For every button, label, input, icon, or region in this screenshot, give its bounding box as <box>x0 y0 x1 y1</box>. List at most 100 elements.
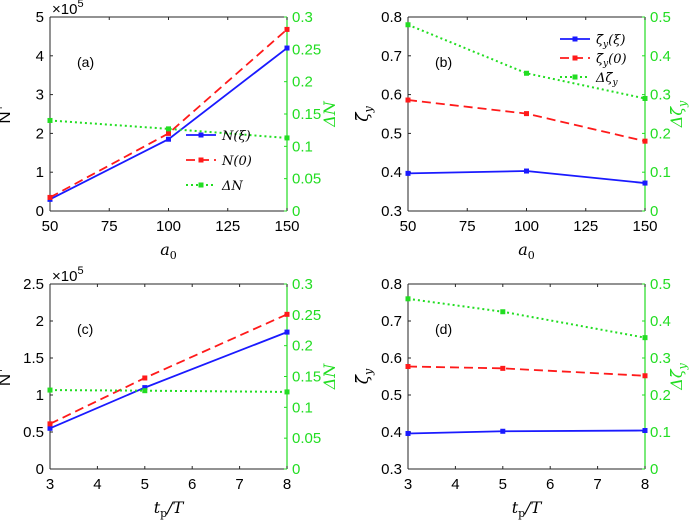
x-tick-label: 150 <box>274 218 299 235</box>
y-left-tick-label: 0.8 <box>381 276 402 293</box>
y-left-label-main: N <box>0 111 14 123</box>
series-1-point <box>405 97 411 103</box>
y-left-tick-label: 0.8 <box>381 9 402 26</box>
legend-name-sub: y <box>611 78 618 88</box>
y-right-label-sub: y <box>676 100 689 108</box>
y-right-tick-label: 0.2 <box>650 387 671 404</box>
y-left-label-sub: y <box>362 106 375 114</box>
series-2-point <box>47 387 53 393</box>
y-left-tick-label: 0.5 <box>23 424 44 441</box>
series-0-point <box>405 170 411 176</box>
series-1-point <box>166 130 171 136</box>
series-1-point <box>642 373 648 379</box>
y-right-label-main: Δζ̄ <box>667 106 686 129</box>
legend-entry-1: ζ̄y(0) <box>596 52 627 69</box>
x-tick-label: 75 <box>459 218 476 235</box>
y-left-tick-label: 0.3 <box>381 203 402 220</box>
y-left-label-main: N <box>0 374 14 386</box>
y-left-tick-label: 0.6 <box>381 87 402 104</box>
y-left-tick-label: 2 <box>36 125 44 142</box>
multiplier-base: ×10 <box>52 268 77 285</box>
series-2-point <box>284 135 290 141</box>
y-left-tick-label: 3 <box>36 87 44 104</box>
series-2-point <box>166 126 171 132</box>
axis-multiplier: ×105 <box>52 265 84 285</box>
legend-entry-2: Δζ̄y <box>595 71 618 88</box>
series-0-point <box>524 168 529 174</box>
legend-swatch-marker <box>198 182 204 188</box>
x-axis-label: a0 <box>518 240 535 262</box>
y-right-tick-label: 0.2 <box>292 338 313 355</box>
panel-d: 3 4 5 6 7 8 0.3 0.4 0.5 0.6 0.7 0.8 0 0.1 0.2 0.3 0.4 0.5… <box>353 276 689 520</box>
y-right-tick-label: 0.1 <box>292 399 313 416</box>
series-1-point <box>284 26 290 32</box>
x-tick-label: 3 <box>46 476 54 493</box>
y-left-tick-label: 1.5 <box>23 350 44 367</box>
panel-a: 50 75 100 125 15001234500.050.10.150.20.250.… <box>0 0 339 262</box>
y-left-tick-label: 0.5 <box>381 387 402 404</box>
panel-b: 50 75 100 125 150 0.3 0.4 0.5 0.6 0.7 0.8 0 0.1 0.2 0.… <box>353 9 689 262</box>
y-right-tick-label: 0.1 <box>650 164 671 181</box>
y-right-tick-label: 0.25 <box>292 41 321 58</box>
series-2-point <box>405 22 411 28</box>
y-right-tick-label: 0.25 <box>292 307 321 324</box>
legend-name-arg: (ξ) <box>608 33 625 48</box>
legend-name: ζ̄ <box>596 33 604 48</box>
y-right-tick-label: 0.3 <box>292 276 313 293</box>
panel-tag: (c) <box>77 321 93 337</box>
x-label-main: a <box>160 240 170 259</box>
x-tick-label: 125 <box>215 218 240 235</box>
multiplier-base: ×10 <box>52 1 77 18</box>
series-0-point <box>284 329 290 335</box>
y-left-tick-label: 0.4 <box>381 424 402 441</box>
y-right-tick-label: 0.1 <box>650 424 671 441</box>
x-label-tail: /T <box>523 498 542 517</box>
y-left-label-main: ζ̄ <box>353 373 373 384</box>
series-2-point <box>47 117 53 123</box>
y-right-axis-label: ΔN <box>320 100 339 128</box>
multiplier-exponent: 5 <box>77 265 83 277</box>
y-left-axis-label: ζ̄y <box>353 368 375 384</box>
series-1-point <box>405 364 411 370</box>
series-1-point <box>47 421 53 427</box>
x-tick-label: 125 <box>573 218 598 235</box>
x-tick-label: 8 <box>641 476 649 493</box>
x-label-main: t <box>154 498 161 517</box>
x-tick-label: 75 <box>101 218 118 235</box>
legend-entry-2: ΔN <box>221 179 243 194</box>
series-0-point <box>166 136 171 142</box>
panel-tag: (b) <box>435 54 452 70</box>
x-tick-label: 50 <box>400 218 417 235</box>
series-line-2 <box>49 389 288 393</box>
y-right-tick-label: 0.3 <box>650 87 671 104</box>
legend-swatch-marker <box>572 36 578 42</box>
y-left-tick-label: 1 <box>36 387 44 404</box>
axis-multiplier: ×105 <box>52 0 84 18</box>
y-right-tick-label: 0.5 <box>650 276 671 293</box>
x-tick-label: 4 <box>93 476 101 493</box>
y-right-tick-label: 0.4 <box>650 313 671 330</box>
x-label-main: t <box>512 498 519 517</box>
y-left-tick-label: 0 <box>36 461 44 478</box>
y-left-tick-label: 2 <box>36 313 44 330</box>
series-0-point <box>284 45 290 51</box>
y-left-tick-label: 0.3 <box>381 461 402 478</box>
series-0-point <box>405 430 411 436</box>
y-left-tick-label: 4 <box>36 48 44 65</box>
x-tick-label: 5 <box>141 476 149 493</box>
series-2-point <box>642 335 648 341</box>
y-left-tick-label: 0.4 <box>381 164 402 181</box>
y-left-tick-label: 1 <box>36 164 44 181</box>
legend-name: ΔN <box>221 179 243 194</box>
y-left-tick-label: 0.7 <box>381 48 402 65</box>
series-0-point <box>642 428 648 434</box>
legend-swatch-marker <box>572 74 578 80</box>
series-line-1 <box>407 365 646 377</box>
y-right-axis-label: Δζ̄y <box>667 100 689 128</box>
y-left-axis-label: ζ̄y <box>353 106 375 122</box>
legend-name: N(ξ) <box>221 129 251 144</box>
x-tick-label: 100 <box>514 218 539 235</box>
panel-tag: (a) <box>77 54 94 70</box>
series-1-point <box>524 111 529 117</box>
legend-name-sub: y <box>602 40 609 50</box>
